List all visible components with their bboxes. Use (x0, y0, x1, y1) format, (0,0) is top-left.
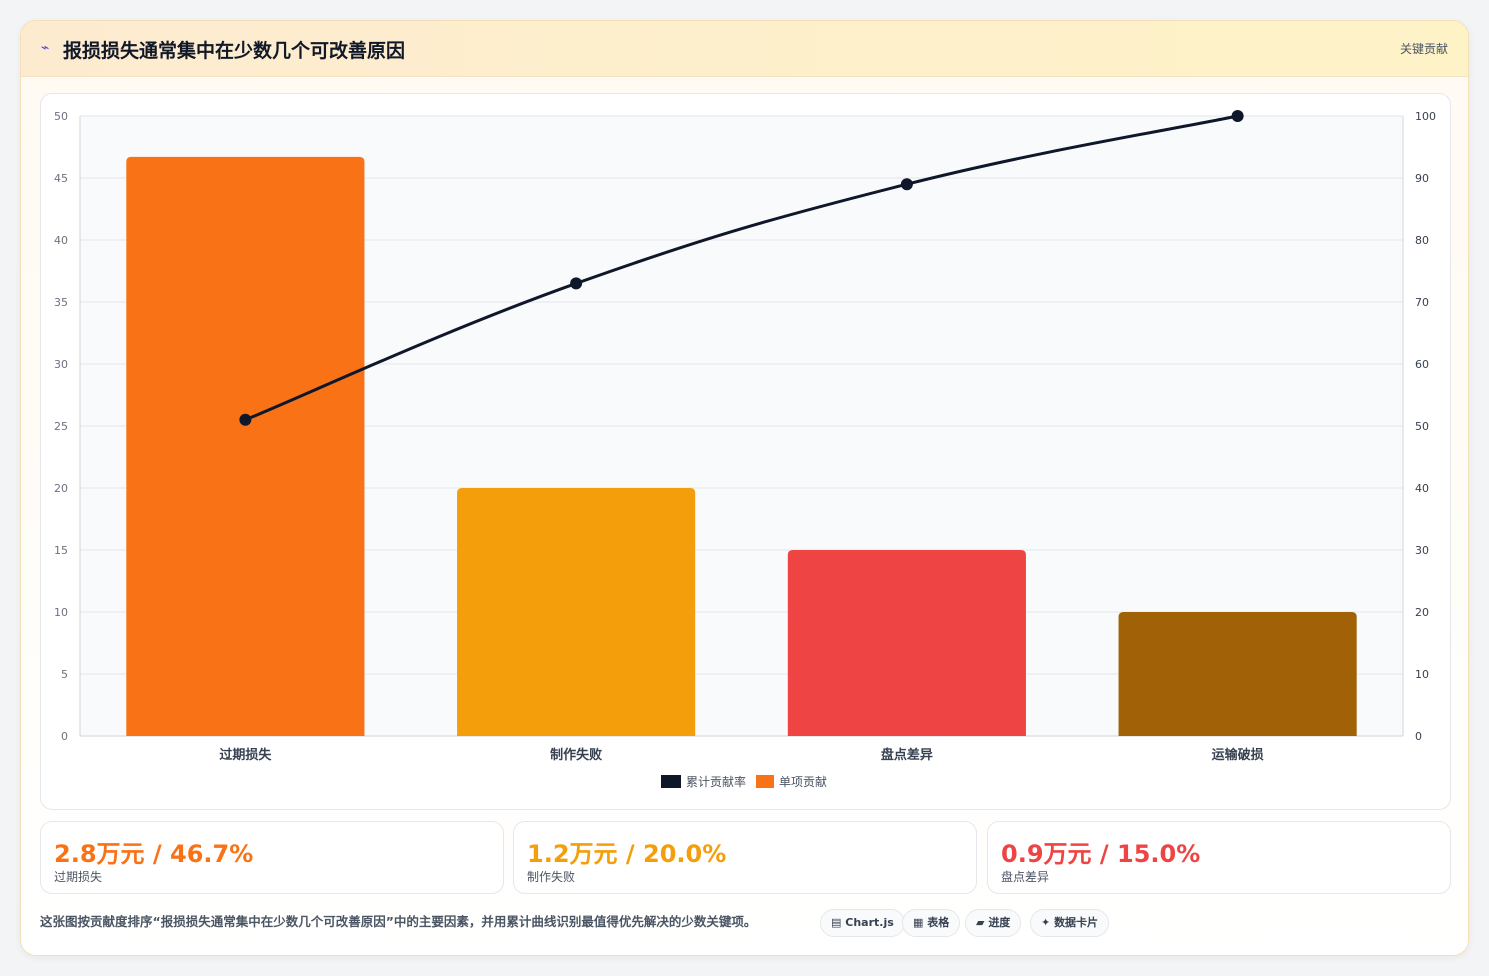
chip-chartjs[interactable]: ▤ Chart.js (820, 909, 905, 937)
y2-tick-label: 80 (1415, 234, 1429, 247)
footer-note: 这张图按贡献度排序“报损损失通常集中在少数几个可改善原因”中的主要因素，并用累计… (40, 914, 757, 929)
y-tick-label: 5 (61, 668, 68, 681)
y2-tick-label: 20 (1415, 606, 1429, 619)
x-tick-label: 过期损失 (219, 747, 272, 763)
y2-tick-label: 40 (1415, 482, 1429, 495)
y2-tick-label: 70 (1415, 296, 1429, 309)
y-tick-label: 45 (54, 172, 68, 185)
chip-label: 表格 (927, 916, 950, 929)
y2-tick-label: 60 (1415, 358, 1429, 371)
kpi-card: 2.8万元 / 46.7% 过期损失 (40, 821, 504, 894)
line-point (570, 277, 583, 290)
page-title: 报损损失通常集中在少数几个可改善原因 (63, 40, 406, 62)
y-tick-label: 50 (54, 110, 68, 123)
kpi-label: 制作失败 (527, 870, 576, 884)
y2-tick-label: 90 (1415, 172, 1429, 185)
legend-label: 累计贡献率 (686, 774, 746, 789)
y2-tick-label: 30 (1415, 544, 1429, 557)
card-header: ⌁ 报损损失通常集中在少数几个可改善原因 关键贡献 (21, 21, 1468, 77)
table-icon: ▦ (913, 916, 924, 929)
chart-card: ⌁ 报损损失通常集中在少数几个可改善原因 关键贡献 0 5 10 15 20 25 30 35… (20, 20, 1469, 956)
x-tick-label: 盘点差异 (881, 747, 933, 763)
y2-tick-label: 10 (1415, 668, 1429, 681)
pulse-icon: ⌁ (41, 40, 50, 56)
legend-label: 单项贡献 (779, 774, 827, 789)
header-tag: 关键贡献 (1399, 42, 1448, 56)
y2-tick-label: 0 (1415, 730, 1422, 743)
y-tick-label: 20 (54, 482, 68, 495)
y2-tick-label: 50 (1415, 420, 1429, 433)
y-tick-label: 30 (54, 358, 68, 371)
y-tick-label: 0 (61, 730, 68, 743)
chart-icon: ▤ (831, 916, 842, 929)
progress-icon: ▰ (976, 916, 985, 929)
y-tick-label: 35 (54, 296, 68, 309)
chip-data-card[interactable]: ✦ 数据卡片 (1030, 909, 1110, 937)
kpi-label: 盘点差异 (1001, 870, 1050, 884)
line-point (900, 178, 913, 191)
kpi-value: 1.2万元 / 20.0% (527, 840, 727, 868)
line-point (1231, 110, 1244, 122)
chip-label: 数据卡片 (1054, 916, 1099, 929)
y-tick-label: 15 (54, 544, 68, 557)
legend-swatch (756, 775, 774, 788)
kpi-row: 2.8万元 / 46.7% 过期损失 1.2万元 / 20.0% 制作失败 0.… (40, 821, 1451, 895)
y2-tick-label: 100 (1415, 110, 1436, 123)
chart-svg: 0 5 10 15 20 25 30 35 40 45 50 0 10 20 30 40 50 60 70 80 90 1… (54, 110, 1436, 789)
chip-label: 进度 (988, 916, 1011, 929)
chip-progress[interactable]: ▰ 进度 (965, 909, 1022, 937)
kpi-card: 0.9万元 / 15.0% 盘点差异 (987, 821, 1451, 894)
legend-swatch (661, 775, 681, 788)
kpi-value: 0.9万元 / 15.0% (1001, 840, 1201, 868)
chip-label: Chart.js (845, 916, 894, 929)
bar (457, 488, 696, 736)
x-tick-label: 制作失败 (550, 747, 602, 763)
bar (126, 156, 365, 737)
pareto-chart: 0 5 10 15 20 25 30 35 40 45 50 0 10 20 30 40 50 60 70 80 90 1… (40, 93, 1451, 810)
bar (1118, 612, 1357, 736)
kpi-card: 1.2万元 / 20.0% 制作失败 (513, 821, 977, 894)
chip-table[interactable]: ▦ 表格 (902, 909, 961, 937)
kpi-label: 过期损失 (54, 870, 103, 884)
y-tick-label: 25 (54, 420, 68, 433)
bar (787, 550, 1026, 736)
y-tick-label: 40 (54, 234, 68, 247)
kpi-value: 2.8万元 / 46.7% (54, 840, 254, 868)
sparkle-icon: ✦ (1041, 916, 1051, 929)
line-point (239, 413, 252, 426)
x-tick-label: 运输破损 (1212, 747, 1264, 763)
cumulative-line (244, 114, 1238, 422)
y-tick-label: 10 (54, 606, 68, 619)
